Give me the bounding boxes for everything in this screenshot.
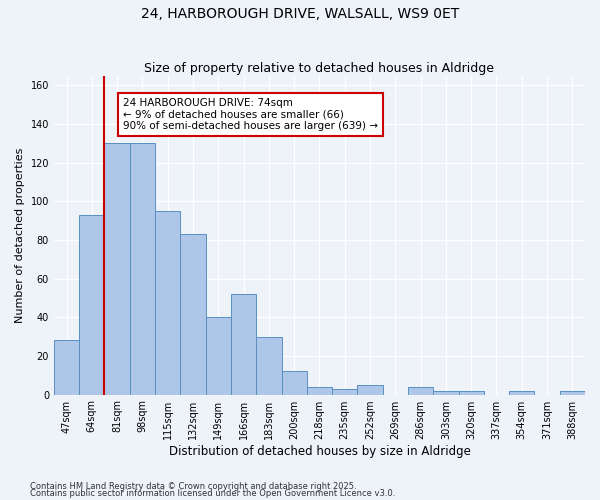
- Text: Contains HM Land Registry data © Crown copyright and database right 2025.: Contains HM Land Registry data © Crown c…: [30, 482, 356, 491]
- Bar: [54, 340, 79, 394]
- Bar: [433, 390, 458, 394]
- Bar: [408, 387, 433, 394]
- X-axis label: Distribution of detached houses by size in Aldridge: Distribution of detached houses by size …: [169, 444, 470, 458]
- Bar: [281, 372, 307, 394]
- Text: 24, HARBOROUGH DRIVE, WALSALL, WS9 0ET: 24, HARBOROUGH DRIVE, WALSALL, WS9 0ET: [141, 8, 459, 22]
- Y-axis label: Number of detached properties: Number of detached properties: [15, 148, 25, 323]
- Text: 24 HARBOROUGH DRIVE: 74sqm
← 9% of detached houses are smaller (66)
90% of semi-: 24 HARBOROUGH DRIVE: 74sqm ← 9% of detac…: [123, 98, 378, 131]
- Bar: [458, 390, 484, 394]
- Bar: [231, 294, 256, 394]
- Title: Size of property relative to detached houses in Aldridge: Size of property relative to detached ho…: [145, 62, 494, 74]
- Bar: [256, 336, 281, 394]
- Bar: [509, 390, 535, 394]
- Bar: [206, 318, 231, 394]
- Bar: [358, 385, 383, 394]
- Bar: [130, 144, 155, 394]
- Bar: [104, 144, 130, 394]
- Text: Contains public sector information licensed under the Open Government Licence v3: Contains public sector information licen…: [30, 490, 395, 498]
- Bar: [332, 389, 358, 394]
- Bar: [181, 234, 206, 394]
- Bar: [155, 211, 181, 394]
- Bar: [307, 387, 332, 394]
- Bar: [560, 390, 585, 394]
- Bar: [79, 215, 104, 394]
